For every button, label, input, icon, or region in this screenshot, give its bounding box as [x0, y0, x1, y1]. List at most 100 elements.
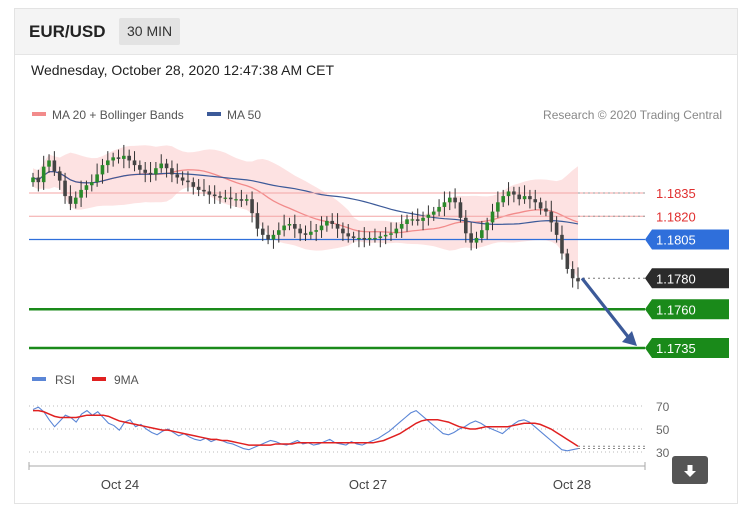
candle-body [447, 197, 452, 203]
candle-body [148, 172, 153, 175]
candle-body [63, 180, 67, 197]
candle-body [346, 233, 351, 237]
target-label-1.1760: 1.1760 [656, 302, 696, 317]
candle-body [501, 196, 505, 203]
candle-body [106, 160, 110, 166]
candle-body [132, 160, 137, 166]
widget-header: EUR/USD 30 MIN [15, 9, 737, 55]
candle-body [255, 213, 260, 229]
candle-body [538, 202, 543, 209]
candle-body [36, 177, 41, 183]
candle-body [576, 278, 580, 282]
candle-body [314, 230, 318, 232]
candle-body [549, 211, 554, 223]
candle-body [186, 180, 190, 183]
candle-body [170, 168, 174, 175]
candle-body [485, 222, 489, 231]
bollinger-band [33, 145, 578, 279]
last-price-tag [645, 268, 729, 289]
candle-body [41, 166, 46, 183]
candle-body [405, 219, 409, 224]
candle-body [357, 237, 361, 240]
x-tick-oct-24: Oct 24 [101, 477, 139, 492]
candle-body [234, 199, 238, 201]
candle-body [480, 230, 484, 238]
candle-body [506, 191, 511, 197]
candle-body [335, 224, 340, 229]
pivot-label-1.1805: 1.1805 [656, 233, 696, 248]
legend-label-rsi: RSI [55, 373, 75, 387]
candle-body [383, 234, 388, 237]
candle-body [362, 237, 367, 240]
candle-body [159, 163, 164, 169]
candle-body [47, 160, 51, 167]
candle-body [330, 220, 335, 224]
target-tag-1.1735 [645, 338, 729, 358]
candle-body [73, 197, 78, 204]
legend-swatch-rsi [32, 377, 46, 381]
candle-body [276, 230, 281, 235]
last-price-label: 1.1780 [656, 271, 696, 286]
candle-body [341, 228, 345, 234]
candle-body [533, 199, 538, 203]
candle-body [490, 211, 495, 223]
candle-body [84, 185, 89, 190]
rsi-legend: RSI 9MA [32, 373, 139, 387]
candle-body [228, 197, 233, 200]
legend-swatch-9ma [92, 377, 106, 381]
candle-body [431, 211, 436, 215]
candle-body [95, 174, 99, 183]
candle-body [57, 171, 62, 181]
candle-body [127, 155, 131, 161]
candle-body [287, 224, 292, 226]
target-label-1.1735: 1.1735 [656, 341, 696, 356]
candle-body [122, 155, 126, 159]
candle-body [437, 206, 441, 212]
candle-body [319, 225, 324, 231]
target-arrow-line [580, 277, 631, 339]
candle-body [79, 189, 83, 198]
candle-body [175, 174, 180, 178]
level-label-1.1820: 1.1820 [656, 209, 696, 224]
credit-text: Research © 2020 Trading Central [543, 108, 722, 122]
candle-body [218, 196, 222, 198]
candle-body [293, 224, 297, 229]
candle-body [463, 217, 468, 234]
legend-swatch-ma20 [32, 112, 46, 116]
target-arrow-head [622, 331, 637, 346]
candle-body [52, 160, 57, 172]
candle-body [474, 237, 479, 243]
x-tick-oct-28: Oct 28 [553, 477, 591, 492]
timeframe-badge[interactable]: 30 MIN [119, 18, 181, 45]
candle-body [426, 214, 431, 218]
candle-body [309, 231, 313, 235]
candle-body [143, 169, 148, 173]
candle-body [138, 165, 142, 170]
candle-body [421, 217, 425, 221]
x-tick-oct-27: Oct 27 [349, 477, 387, 492]
download-button[interactable] [672, 456, 708, 484]
candle-body [528, 196, 532, 200]
legend-label-ma20: MA 20 + Bollinger Bands [52, 108, 184, 122]
candle-body [303, 233, 308, 235]
candle-body [560, 234, 564, 254]
candle-body [544, 208, 548, 212]
candle-body [239, 199, 244, 201]
candle-body [458, 202, 463, 218]
symbol-title: EUR/USD [29, 22, 106, 41]
candle-body [453, 197, 457, 203]
legend: MA 20 + Bollinger Bands MA 50 Research ©… [32, 108, 722, 122]
candle-body [554, 222, 559, 235]
candle-body [325, 220, 329, 226]
datetime-label: Wednesday, October 28, 2020 12:47:38 AM … [31, 62, 334, 78]
candle-body [244, 199, 249, 201]
pivot-tag-1.1805 [645, 229, 729, 250]
candle-body [394, 228, 399, 234]
level-label-1.1835: 1.1835 [656, 186, 696, 201]
candle-body [517, 194, 522, 200]
candle-body [282, 225, 286, 231]
legend-label-9ma: 9MA [114, 373, 139, 387]
candle-body [399, 224, 404, 229]
rsi-tick-70: 70 [656, 400, 670, 414]
